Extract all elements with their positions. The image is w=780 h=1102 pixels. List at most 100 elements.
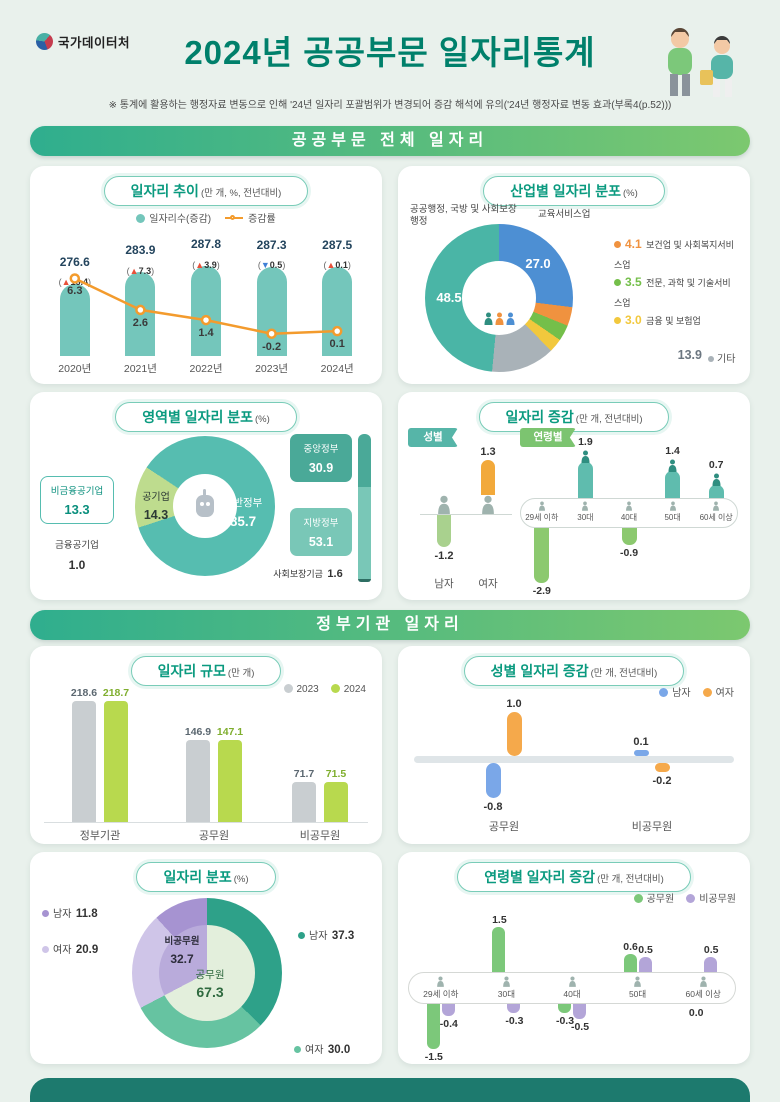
scale-bar — [292, 782, 316, 822]
gov-distribution-chart: 공무원 67.3 비공무원 32.7 남자 11.8 여자 20.9 남자 37.3 여자 3… — [42, 892, 370, 1058]
scale-category: 정부기관 — [79, 830, 121, 842]
age-value: -0.4 — [439, 1018, 458, 1030]
age-axis-label: 60세 이상 — [677, 976, 729, 1000]
slice-dot — [614, 279, 621, 286]
trend-category: 2024년 — [320, 363, 354, 375]
card-title-gov-gender: 성별 일자리 증감 (만 개, 전년대비) — [398, 656, 750, 686]
gov-age-chart: 공무원 비공무원 29세 이하 -1.5 -0.4 30대 1.5 -0.3 40대 -0.3 -0… — [408, 890, 736, 1063]
age-axis-label: 40대 — [546, 976, 598, 1000]
baseline — [414, 756, 734, 763]
trend-bar — [59, 283, 90, 356]
change-chart: 성별 연령별 -1.2 남자 1.3 여자 29세 이하 -2.9 30대 1.9 40대 -0.9 5… — [408, 428, 740, 598]
legend-dot — [330, 684, 340, 693]
card-title-text: 일자리 규모 — [157, 663, 226, 679]
card-title-trend: 일자리 추이 (만 개, %, 전년대비) — [30, 176, 382, 206]
people-illustration-svg — [668, 28, 733, 97]
age-axis-label: 50대 — [612, 976, 664, 1000]
page-title: 2024년 공공부문 일자리통계 — [184, 34, 596, 71]
age-value: -0.9 — [619, 547, 639, 560]
breakdown-bar-segment — [358, 579, 371, 582]
change-value: -0.2 — [652, 774, 672, 787]
age-value: -0.3 — [505, 1015, 524, 1027]
change-category: 공무원 — [488, 821, 520, 833]
age-bar — [426, 1004, 440, 1049]
change-category: 비공무원 — [631, 821, 673, 833]
people-illustration — [642, 24, 754, 105]
age-bar — [638, 957, 652, 972]
agency-logo: 국가데이터처 — [36, 32, 130, 51]
slice-label-etc: 기타 — [708, 350, 742, 365]
card-title-text: 영역별 일자리 분포 — [142, 409, 254, 425]
card-title-unit: (%) — [255, 414, 270, 425]
delta-badge: (▼0.5) — [257, 260, 286, 271]
callout-value: 20.9 — [75, 944, 99, 956]
age-value: 1.5 — [492, 914, 507, 926]
line-marker — [225, 215, 244, 220]
person-icon — [669, 501, 676, 511]
footer-bar — [30, 1078, 750, 1102]
age-value: -0.3 — [555, 1015, 575, 1027]
trend-value: 283.9 (▲7.3) — [108, 240, 172, 278]
person-icon — [712, 473, 721, 486]
dist-callout-female-civil: 여자 30.0 — [294, 1040, 370, 1058]
scale-chart: 2023 2024 218.6 218.7 정부기관 146.9 147.1 공무원 71.7 7… — [44, 684, 368, 842]
person-icon — [505, 312, 515, 325]
card-gov-distribution: 일자리 분포 (%) 공무원 67.3 비공무원 32.7 남자 11.8 여자 20.9 남… — [30, 852, 382, 1064]
card-title-sector: 영역별 일자리 분포 (%) — [30, 402, 382, 432]
person-icon — [438, 495, 450, 514]
age-axis-label: 50대 — [652, 501, 694, 522]
card-industry: 산업별 일자리 분포 (%) 48.5 27.0 공공행정, 국방 및 사회보장행정 교… — [398, 166, 750, 384]
trend-category: 2023년 — [255, 363, 289, 375]
slice-value: 4.1 — [625, 237, 642, 251]
card-title-unit: (%) — [623, 188, 638, 199]
slice-value-public-admin: 48.5 — [436, 290, 462, 305]
breakdown-box-central-gov: 중앙정부 30.9 — [290, 434, 352, 482]
person-icon — [538, 501, 545, 511]
trend-value: 287.8 (▲3.9) — [174, 234, 238, 272]
legend-item: 공무원 — [633, 894, 674, 905]
person-icon — [503, 976, 510, 987]
dist-callout-male-civil: 남자 37.3 — [298, 926, 370, 944]
industry-donut-hole — [462, 261, 536, 335]
callout-label: 여자 — [53, 945, 72, 956]
card-title-scale: 일자리 규모 (만 개) — [30, 656, 382, 686]
age-value: 0.5 — [703, 944, 719, 956]
trend-line — [69, 273, 343, 339]
person-icon — [699, 976, 707, 987]
slice-dot — [614, 241, 621, 248]
person-marker — [480, 495, 496, 519]
scale-value: 218.7 — [102, 686, 130, 699]
slice-label: 금융 및 보험업 — [646, 316, 701, 326]
header-note: ※ 통계에 활용하는 행정자료 변동으로 인해 '24년 일자리 포괄범위가 변… — [108, 100, 672, 111]
gender-value: -1.2 — [434, 550, 454, 563]
scale-value: 71.7 — [293, 768, 315, 781]
callout-dot — [42, 946, 49, 953]
scale-bar — [72, 700, 96, 822]
chart-legend: 공무원 비공무원 — [633, 890, 736, 905]
dist-callout-female-noncivil: 여자 20.9 — [42, 940, 128, 958]
trend-value: 287.3 (▼0.5) — [240, 235, 304, 273]
age-axis-label: 29세 이하 — [521, 501, 563, 522]
chart-legend: 2023 2024 — [283, 684, 366, 695]
person-icon — [582, 501, 589, 511]
card-title-gov-distribution: 일자리 분포 (%) — [30, 862, 382, 892]
callout-financial-corp: 금융공기업 1.0 — [55, 540, 99, 572]
slice-label-public-corp: 공기업 14.3 — [142, 492, 170, 523]
card-gov-age-change: 연령별 일자리 증감 (만 개, 전년대비) 공무원 비공무원 29세 이하 -1.5 -… — [398, 852, 750, 1064]
legend-item: 증감률 — [225, 214, 276, 225]
job-count-value: 287.8 — [190, 237, 222, 252]
age-value: 0.5 — [638, 944, 653, 956]
gender-bar — [437, 515, 451, 548]
job-count-value: 287.5 — [322, 237, 353, 252]
trend-rate-value: 1.4 — [198, 327, 214, 340]
slice-dot — [708, 356, 714, 362]
gender-value: 1.3 — [480, 445, 496, 458]
age-ribbon: 연령별 — [520, 428, 576, 447]
robot-illustration — [196, 489, 214, 517]
age-bar — [577, 461, 593, 498]
gender-category: 남자 — [434, 578, 454, 590]
age-bar-icon — [711, 473, 722, 491]
breakdown-bar-segment — [358, 434, 371, 488]
scale-value: 147.1 — [216, 726, 244, 739]
card-title-text: 성별 일자리 증감 — [490, 663, 589, 679]
